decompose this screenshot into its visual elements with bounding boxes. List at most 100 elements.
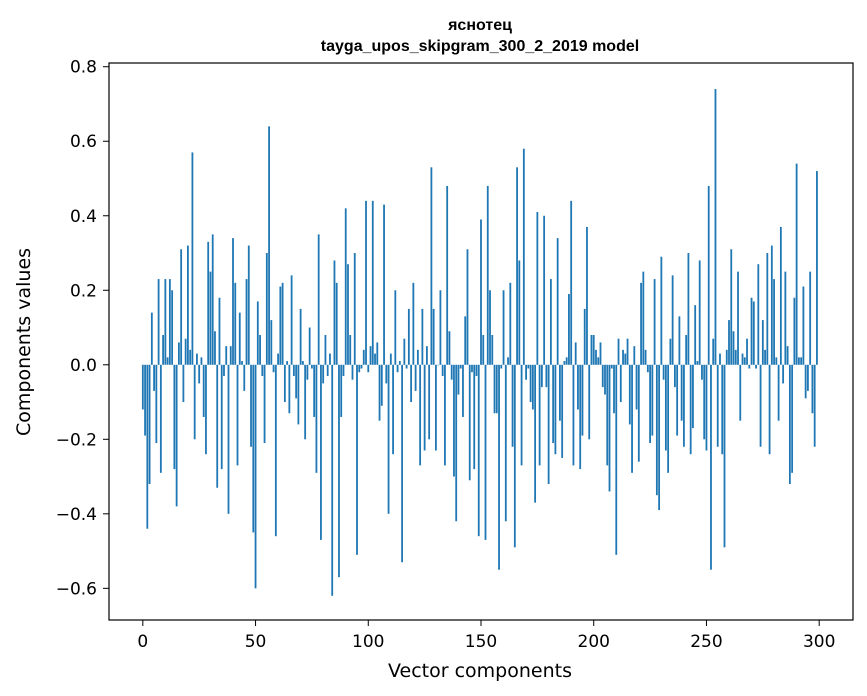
- bar: [223, 364, 225, 376]
- bar: [764, 349, 766, 365]
- bar: [150, 312, 153, 365]
- bar: [423, 364, 426, 451]
- bar: [511, 364, 514, 447]
- bar: [320, 364, 322, 540]
- bar: [757, 264, 760, 365]
- bar: [795, 163, 798, 365]
- bar: [196, 353, 198, 365]
- bar: [651, 364, 654, 436]
- bar: [552, 364, 555, 444]
- bar: [387, 364, 390, 514]
- bar: [746, 338, 748, 365]
- chart-subtitle: tayga_upos_skipgram_300_2_2019 model: [321, 38, 639, 55]
- bar: [297, 364, 300, 425]
- bar: [543, 215, 546, 365]
- bar: [561, 364, 564, 458]
- bar: [482, 334, 485, 365]
- bar: [211, 234, 214, 365]
- y-tick-label: 0.8: [70, 58, 97, 78]
- bar: [238, 312, 241, 365]
- bar: [290, 275, 293, 365]
- bar: [759, 364, 762, 447]
- bar: [595, 349, 597, 365]
- bar: [171, 290, 174, 365]
- bar: [752, 301, 755, 365]
- bar: [457, 364, 460, 395]
- bar: [157, 279, 160, 365]
- bar: [209, 271, 212, 365]
- bar: [755, 364, 757, 369]
- bar: [448, 331, 451, 365]
- bar: [725, 349, 728, 365]
- bar: [518, 260, 521, 365]
- bar: [371, 200, 374, 365]
- bar: [791, 364, 794, 473]
- bar: [678, 316, 681, 365]
- bar: [507, 357, 509, 365]
- bar: [475, 364, 478, 376]
- bar: [455, 364, 458, 522]
- bar: [649, 364, 651, 444]
- bar: [360, 364, 363, 369]
- bar: [797, 357, 800, 365]
- bar: [710, 364, 712, 570]
- bar: [741, 353, 744, 365]
- bar: [581, 364, 584, 436]
- bar: [489, 290, 491, 365]
- bar: [816, 171, 818, 365]
- bar: [405, 364, 408, 369]
- bar: [247, 245, 250, 365]
- bar: [338, 364, 340, 578]
- bar: [685, 334, 688, 365]
- y-tick-label: 0.6: [70, 132, 97, 152]
- bar: [631, 364, 633, 473]
- bar: [768, 364, 771, 455]
- bar: [520, 364, 523, 466]
- bar: [166, 357, 169, 365]
- bar: [565, 357, 568, 365]
- bar: [205, 364, 207, 455]
- bar: [653, 279, 656, 365]
- bar: [322, 364, 325, 384]
- bar: [716, 364, 719, 447]
- bar: [392, 364, 394, 455]
- bar: [563, 361, 566, 365]
- bar: [577, 364, 579, 410]
- bar: [549, 279, 552, 365]
- bar: [687, 253, 690, 365]
- bar: [281, 282, 284, 365]
- bar: [504, 364, 507, 522]
- bar: [705, 364, 708, 451]
- bar: [522, 148, 525, 365]
- bar: [342, 364, 345, 376]
- bar: [288, 364, 291, 414]
- bar: [232, 238, 234, 365]
- x-tick-label: 50: [245, 632, 267, 652]
- bar: [344, 208, 347, 365]
- bar: [462, 364, 464, 417]
- bar: [559, 364, 561, 421]
- bar: [259, 334, 261, 365]
- bar: [804, 364, 807, 399]
- bar: [703, 364, 706, 440]
- bar: [662, 364, 665, 380]
- y-axis-ticks: −0.6 −0.4 −0.2 0.0 0.2 0.4 0.6 0.8: [56, 58, 109, 599]
- bar: [304, 364, 307, 440]
- bar: [568, 293, 570, 365]
- bar: [601, 364, 604, 388]
- bar: [369, 346, 372, 365]
- bar: [383, 204, 385, 365]
- bar: [331, 364, 334, 596]
- bar: [389, 353, 392, 365]
- bar: [583, 308, 586, 365]
- bar: [380, 364, 383, 406]
- bar: [437, 364, 440, 366]
- bar: [728, 320, 730, 365]
- bar: [513, 364, 516, 548]
- bar: [184, 338, 187, 365]
- bar: [200, 357, 203, 365]
- bar: [615, 364, 618, 555]
- bar: [701, 364, 703, 380]
- bar: [721, 364, 724, 455]
